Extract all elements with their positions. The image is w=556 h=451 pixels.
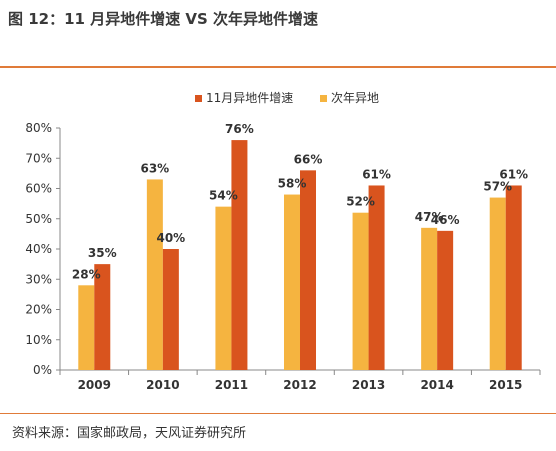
bar <box>215 206 232 370</box>
y-tick-label: 50% <box>25 212 52 226</box>
bar <box>368 185 385 370</box>
bar-value-label: 47% <box>415 210 444 224</box>
bar <box>437 230 454 370</box>
bar-value-label: 28% <box>72 267 101 281</box>
bar-value-label: 57% <box>483 180 512 194</box>
bar-value-label: 54% <box>209 189 238 203</box>
legend-swatch <box>320 95 327 102</box>
bar-value-label: 58% <box>278 177 307 191</box>
bar-chart: 0% 10% 20% 30% 40% 50% 60% 70% 80% 2009 2010 2011 20… <box>25 91 541 392</box>
bar-value-label: 61% <box>362 167 391 181</box>
y-tick-label: 60% <box>25 182 52 196</box>
bar-value-label: 40% <box>156 231 185 245</box>
legend-label: 次年异地 <box>331 91 379 105</box>
x-category-label: 2010 <box>146 378 179 392</box>
bottom-divider <box>0 413 556 414</box>
bar <box>231 140 248 370</box>
bar-value-label: 35% <box>88 246 117 260</box>
bar-value-label: 76% <box>225 122 254 136</box>
legend-label: 11月异地件增速 <box>206 91 293 105</box>
bar-value-label: 63% <box>140 161 169 175</box>
bar <box>162 249 179 370</box>
x-category-label: 2012 <box>283 378 316 392</box>
y-tick-label: 30% <box>25 272 52 286</box>
bar-value-label: 66% <box>294 152 323 166</box>
bar <box>352 212 369 370</box>
y-tick-label: 40% <box>25 242 52 256</box>
figure-title: 图 12：11 月异地件增速 VS 次年异地件增速 <box>8 10 319 28</box>
bar <box>146 179 163 370</box>
bar-value-label: 52% <box>346 195 375 209</box>
source-note: 资料来源：国家邮政局，天风证券研究所 <box>12 426 247 441</box>
bar <box>489 197 506 370</box>
chart-legend: 11月异地件增速 次年异地 <box>195 91 379 105</box>
bar-value-label: 46% <box>431 213 460 227</box>
top-divider <box>0 66 556 68</box>
bar <box>78 285 95 370</box>
y-tick-label: 20% <box>25 303 52 317</box>
bar <box>284 194 300 370</box>
x-category-label: 2013 <box>352 378 385 392</box>
bar-value-label: 61% <box>499 167 528 181</box>
x-category-label: 2014 <box>420 378 453 392</box>
chart-axes: 0% 10% 20% 30% 40% 50% 60% 70% 80% 2009 2010 2011 20… <box>25 121 541 392</box>
bar <box>505 185 522 370</box>
y-tick-label: 10% <box>25 333 52 347</box>
chart-bars <box>78 140 522 370</box>
bar <box>421 227 438 370</box>
chart-data-labels: 28%35%63%40%54%76%58%66%52%61%47%46%57%6… <box>72 122 528 281</box>
legend-swatch <box>195 95 202 102</box>
y-tick-label: 70% <box>25 151 52 165</box>
bar <box>300 170 316 370</box>
y-tick-label: 80% <box>25 121 52 135</box>
x-category-label: 2015 <box>489 378 522 392</box>
bar <box>94 264 111 370</box>
x-category-label: 2011 <box>215 378 248 392</box>
y-tick-label: 0% <box>33 363 52 377</box>
x-category-label: 2009 <box>78 378 111 392</box>
